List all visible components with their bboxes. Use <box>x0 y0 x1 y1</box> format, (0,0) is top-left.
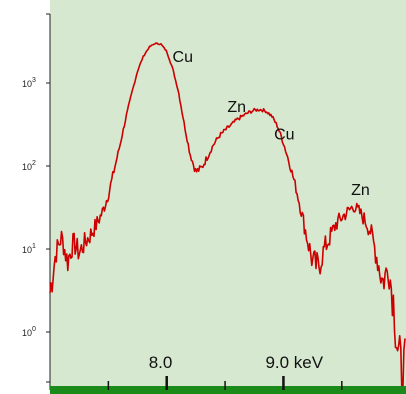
x-tick-label: 8.0 <box>149 353 173 372</box>
peak-label: Zn <box>351 182 370 199</box>
peak-label: Cu <box>173 49 193 66</box>
x-tick-label: 9.0 keV <box>265 353 323 372</box>
y-tick-label: 101 <box>22 243 36 255</box>
y-axis-ticks: 100 101 102 103 <box>22 13 50 383</box>
peak-label: Zn <box>227 99 246 116</box>
x-axis-bar <box>50 386 406 394</box>
y-tick-label: 102 <box>22 160 36 172</box>
x-axis-ticks: 8.0 9.0 keV <box>107 353 343 390</box>
peak-labels: Cu Zn Cu Zn <box>173 49 370 199</box>
y-tick-label: 100 <box>22 326 36 338</box>
peak-label: Cu <box>274 126 294 143</box>
spectrum-line <box>49 42 406 391</box>
y-tick-label: 103 <box>22 77 36 89</box>
